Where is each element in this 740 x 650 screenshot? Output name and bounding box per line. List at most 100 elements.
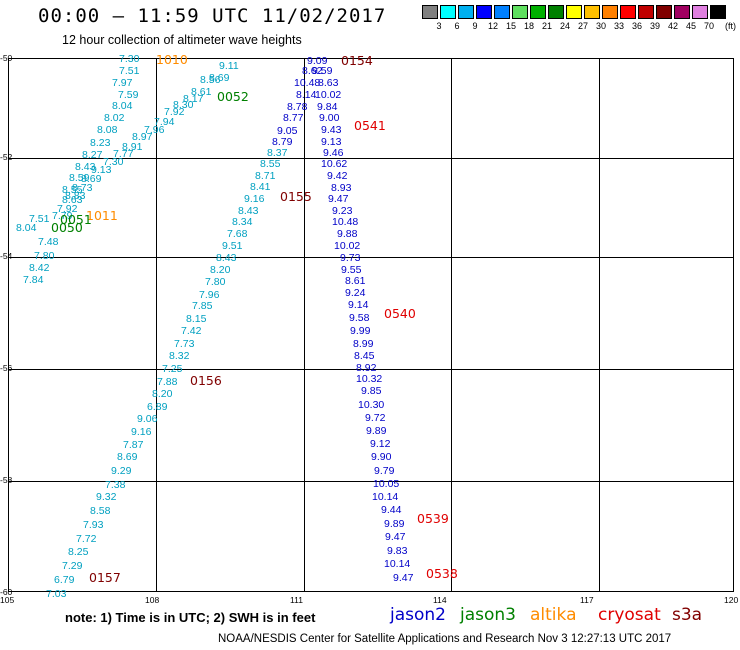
wave-height-value: 7.92	[164, 106, 185, 118]
wave-height-value: 9.88	[337, 228, 358, 240]
grid-line-vertical	[599, 59, 600, 591]
x-axis-tick-label: 120	[724, 595, 739, 605]
pass-time-label: 1011	[86, 208, 118, 223]
wave-height-value: 7.88	[157, 376, 178, 388]
wave-height-value: 7.79	[52, 210, 73, 222]
wave-height-value: 9.11	[219, 60, 239, 72]
wave-height-value: 7.84	[23, 274, 44, 286]
scale-swatch	[674, 5, 690, 19]
scale-swatch	[530, 5, 546, 19]
wave-height-value: 8.43	[216, 252, 237, 264]
y-axis-tick-label: -56	[0, 363, 13, 373]
legend-altika: altika	[530, 605, 577, 625]
wave-height-value: 8.69	[209, 72, 230, 84]
wave-height-value: 8.14	[296, 89, 317, 101]
wave-height-value: 8.23	[90, 137, 111, 149]
wave-height-value: 8.59	[69, 172, 90, 184]
scale-swatch	[440, 5, 456, 19]
wave-height-value: 9.00	[319, 112, 340, 124]
wave-height-value: 8.08	[97, 124, 118, 136]
wave-height-value: 8.55	[260, 158, 281, 170]
scale-label: 42	[667, 21, 678, 31]
wave-height-value: 8.73	[72, 182, 93, 194]
wave-height-value: 8.92	[356, 362, 377, 374]
x-axis-tick-label: 108	[145, 595, 160, 605]
wave-height-value: 10.14	[372, 491, 399, 503]
wave-height-value: 8.56	[200, 74, 221, 86]
grid-line-horizontal	[9, 158, 733, 159]
wave-height-value: 7.96	[199, 289, 220, 301]
wave-height-value: 7.48	[38, 236, 59, 248]
y-axis-tick-label: -52	[0, 152, 13, 162]
wave-height-value: 7.68	[227, 228, 248, 240]
pass-time-label: 0540	[384, 306, 416, 321]
wave-height-value: 9.55	[341, 264, 362, 276]
wave-height-value: 10.02	[315, 89, 342, 101]
wave-height-value: 8.79	[272, 136, 293, 148]
scale-swatch	[476, 5, 492, 19]
wave-height-value: 8.69	[81, 173, 102, 185]
wave-height-value: 6.79	[54, 574, 75, 586]
scale-swatch	[620, 5, 636, 19]
wave-height-value: 7.73	[174, 338, 195, 350]
legend-jason2: jason2	[390, 605, 446, 625]
x-axis-tick-label: 105	[0, 595, 15, 605]
wave-height-value: 8.55	[62, 184, 83, 196]
scale-label: 36	[631, 21, 642, 31]
wave-height-value: 9.99	[350, 325, 371, 337]
x-axis-tick-label: 117	[580, 595, 594, 605]
wave-height-value: 7.30	[103, 156, 124, 168]
wave-height-value: 8.69	[117, 451, 138, 463]
wave-height-value: 8.20	[210, 264, 231, 276]
wave-height-value: 10.32	[356, 373, 383, 385]
grid-line-horizontal	[9, 481, 733, 482]
wave-height-value: 9.06	[137, 413, 158, 425]
wave-height-value: 9.47	[385, 531, 406, 543]
pass-time-label: 0539	[417, 511, 449, 526]
scale-swatch	[602, 5, 618, 19]
scale-swatch	[692, 5, 708, 19]
wave-height-value: 7.51	[119, 65, 140, 77]
grid-line-horizontal	[9, 257, 733, 258]
wave-height-value: 9.83	[387, 545, 408, 557]
wave-height-value: 7.03	[46, 588, 67, 600]
scale-swatch	[638, 5, 654, 19]
wave-height-value: 7.80	[205, 276, 226, 288]
wave-height-value: 8.83	[65, 190, 86, 202]
scale-swatch	[422, 5, 438, 19]
wave-height-value: 9.47	[393, 572, 414, 584]
wave-height-value: 7.72	[76, 533, 97, 545]
wave-height-value: 10.05	[373, 478, 400, 490]
scale-label: 12	[487, 21, 498, 31]
wave-height-value: 8.93	[331, 182, 352, 194]
wave-height-value: 8.04	[16, 222, 37, 234]
wave-height-value: 7.25	[162, 363, 183, 375]
wave-height-value: 8.62	[302, 65, 323, 77]
wave-height-value: 9.29	[111, 465, 132, 477]
wave-height-value: 10.14	[384, 558, 411, 570]
wave-height-value: 9.23	[332, 205, 353, 217]
wave-height-value: 9.46	[323, 147, 344, 159]
wave-height-value: 7.96	[144, 124, 165, 136]
scale-label: 6	[454, 21, 460, 31]
wave-height-value: 7.80	[34, 250, 55, 262]
pass-time-label: 0051	[60, 212, 92, 227]
x-axis-tick-label: 111	[290, 595, 303, 605]
map-plot-area[interactable]: 7.30 7.51 7.97 7.59 8.04 8.02 8.08 8.23 8.27 8.43…	[8, 53, 734, 600]
scale-label: 30	[595, 21, 606, 31]
wave-height-value: 9.16	[244, 193, 265, 205]
scale-swatch	[656, 5, 672, 19]
pass-time-label: 0541	[354, 118, 386, 133]
pass-time-label: 1010	[156, 52, 188, 67]
wave-height-value: 8.91	[122, 141, 143, 153]
pass-time-label: 0538	[426, 566, 458, 581]
scale-unit: (ft)	[725, 21, 736, 31]
wave-height-value: 8.37	[267, 147, 288, 159]
wave-height-value: 9.89	[366, 425, 387, 437]
wave-height-value: 8.63	[318, 77, 339, 89]
legend-s3a: s3a	[672, 605, 703, 625]
scale-swatch	[548, 5, 564, 19]
wave-height-value: 8.61	[345, 275, 366, 287]
pass-time-label: 0155	[280, 189, 312, 204]
pass-time-label: 0157	[89, 570, 121, 585]
